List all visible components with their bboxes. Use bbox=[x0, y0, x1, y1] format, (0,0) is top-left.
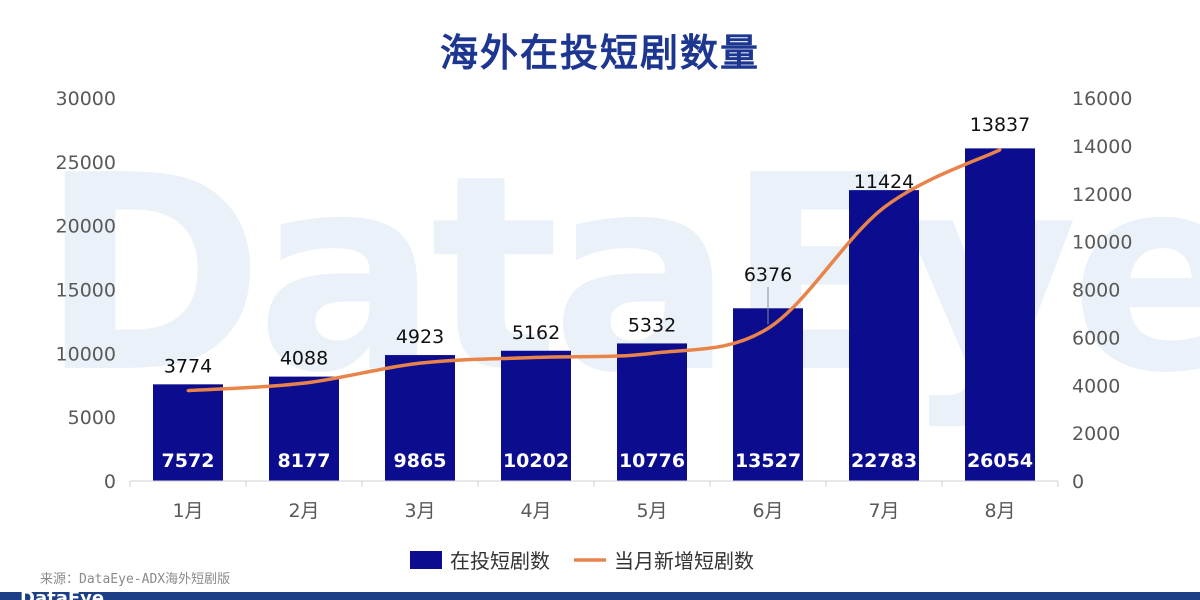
bar-value-label: 9865 bbox=[394, 450, 447, 472]
source-note: 来源：DataEye-ADX海外短剧版 bbox=[40, 572, 231, 587]
line-point bbox=[186, 389, 190, 393]
line-value-label: 4923 bbox=[396, 326, 444, 348]
bar-1 bbox=[153, 384, 223, 481]
bar-3 bbox=[385, 355, 455, 481]
legend-bar-label: 在投短剧数 bbox=[450, 549, 550, 573]
y-right-tick-label: 10000 bbox=[1072, 232, 1132, 254]
x-tick-label: 1月 bbox=[172, 500, 203, 522]
line-value-label: 5332 bbox=[628, 314, 676, 336]
axes-layer: 1月 2月 3月 4月 5月 6月 7月 8月050001000015000200002500… bbox=[56, 88, 1133, 522]
bar-value-label: 10202 bbox=[503, 450, 569, 472]
x-tick-label: 6月 bbox=[752, 500, 783, 522]
x-tick-label: 5月 bbox=[636, 500, 667, 522]
y-right-tick-label: 0 bbox=[1072, 471, 1084, 493]
bar-8 bbox=[965, 148, 1035, 482]
chart-title: 海外在投短剧数量 bbox=[439, 31, 760, 75]
bar-2 bbox=[269, 376, 339, 481]
bar-4 bbox=[501, 350, 571, 481]
y-left-tick-label: 0 bbox=[104, 471, 116, 493]
legend-line-label: 当月新增短剧数 bbox=[614, 549, 754, 573]
line-point bbox=[998, 148, 1002, 152]
x-tick-label: 7月 bbox=[868, 500, 899, 522]
line-value-label: 3774 bbox=[164, 355, 212, 377]
line-point bbox=[882, 206, 886, 210]
y-right-tick-label: 12000 bbox=[1072, 184, 1132, 206]
y-right-tick-label: 16000 bbox=[1072, 88, 1132, 110]
line-value-label: 5162 bbox=[512, 322, 560, 344]
bar-value-label: 13527 bbox=[735, 450, 801, 472]
bar-value-label: 8177 bbox=[278, 450, 331, 472]
y-left-tick-label: 30000 bbox=[56, 88, 116, 110]
y-right-tick-label: 4000 bbox=[1072, 375, 1120, 397]
bar-6 bbox=[733, 308, 803, 481]
line-value-label: 11424 bbox=[854, 171, 914, 193]
y-right-tick-label: 2000 bbox=[1072, 423, 1120, 445]
line-point bbox=[650, 351, 654, 355]
y-left-tick-label: 20000 bbox=[56, 216, 116, 238]
bar-7 bbox=[849, 190, 919, 482]
y-left-tick-label: 15000 bbox=[56, 280, 116, 302]
line-point bbox=[302, 381, 306, 385]
bottom-logo-text: DataEye bbox=[20, 590, 140, 600]
y-right-tick-label: 8000 bbox=[1072, 280, 1120, 302]
y-right-tick-label: 14000 bbox=[1072, 136, 1132, 158]
y-right-tick-label: 6000 bbox=[1072, 327, 1120, 349]
bar-value-label: 7572 bbox=[162, 450, 215, 472]
bar-value-label: 22783 bbox=[851, 450, 917, 472]
x-tick-label: 8月 bbox=[984, 500, 1015, 522]
y-left-tick-label: 10000 bbox=[56, 343, 116, 365]
line-point bbox=[418, 361, 422, 365]
line-point bbox=[766, 326, 770, 330]
bottom-bar bbox=[0, 592, 1200, 600]
labels-layer: 7572 8177 9865 10202 10776 13527 22783 26054 377… bbox=[162, 114, 1034, 472]
line-point bbox=[534, 355, 538, 359]
legend-bar-swatch bbox=[410, 551, 442, 569]
bar-value-label: 10776 bbox=[619, 450, 685, 472]
y-left-tick-label: 25000 bbox=[56, 152, 116, 174]
y-left-tick-label: 5000 bbox=[68, 407, 116, 429]
x-tick-label: 2月 bbox=[288, 500, 319, 522]
x-tick-label: 4月 bbox=[520, 500, 551, 522]
line-value-label: 4088 bbox=[280, 348, 328, 370]
line-value-label: 13837 bbox=[970, 114, 1030, 136]
line-value-label: 6376 bbox=[744, 264, 792, 286]
bars-layer bbox=[153, 148, 1035, 482]
bar-value-label: 26054 bbox=[967, 450, 1033, 472]
line-layer bbox=[186, 148, 1002, 393]
x-tick-label: 3月 bbox=[404, 500, 435, 522]
legend: 在投短剧数 当月新增短剧数 bbox=[410, 549, 754, 573]
line-series-path bbox=[187, 148, 1001, 393]
bar-5 bbox=[617, 343, 687, 481]
